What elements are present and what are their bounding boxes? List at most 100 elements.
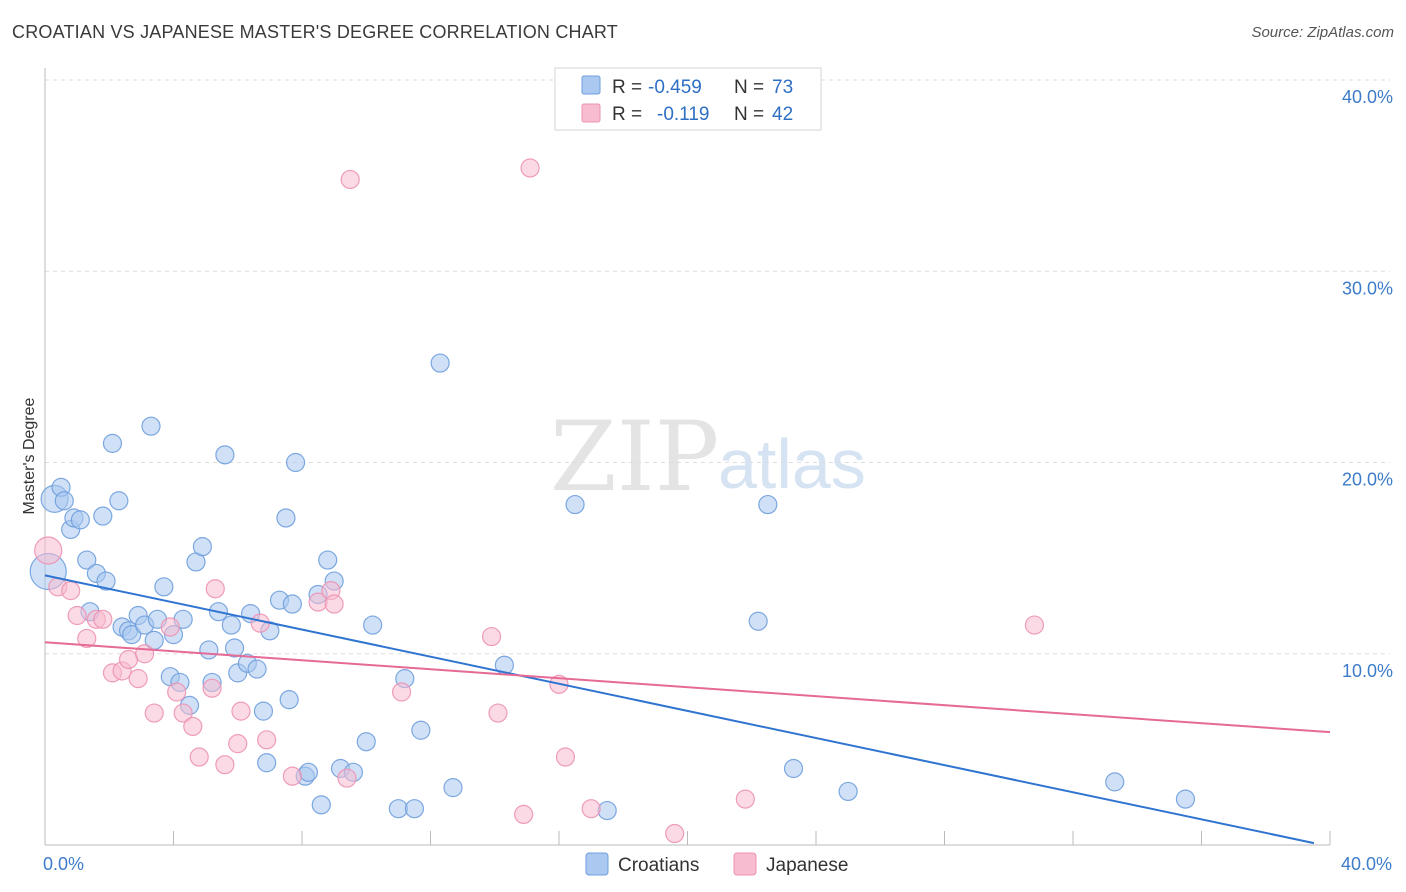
legend-swatch-japanese [581,103,601,123]
japanese-point [173,703,193,723]
croatians-point [443,778,463,798]
croatians-point [388,799,408,819]
croatians-point [221,615,241,635]
japanese-point [324,594,344,614]
x-tick-label-max: 40.0% [1341,854,1392,874]
japanese-point [228,734,248,754]
japanese-point [250,613,270,633]
croatians-point [215,445,235,465]
y-axis-label: Master's Degree [21,397,38,514]
croatians-trend-line [44,574,1315,845]
stats-legend: R = -0.459 N = 73 R = -0.119 N = 42 [554,67,822,131]
croatians-point [93,506,113,526]
croatians-point [838,781,858,802]
watermark-zip: ZIP [550,401,719,513]
croatians-point [102,433,123,453]
croatians-point [276,508,296,528]
japanese-point [93,609,113,629]
japanese-point [1024,615,1045,635]
japanese-point [67,605,87,626]
japanese-point [581,799,601,819]
croatians-point [282,594,302,614]
japanese-point [61,581,81,601]
tick-labels: 10.0% 20.0% 30.0% 40.0% 0.0% 40.0% [43,87,1393,874]
legend-n-label: N = [734,77,764,98]
croatians-point [224,638,245,658]
japanese-point [231,701,251,721]
japanese-point [282,766,302,786]
japanese-point [340,169,360,190]
croatians-point [404,799,425,819]
trend-lines [44,574,1331,845]
japanese-point [118,649,139,670]
japanese-point [488,703,508,723]
croatians-point [154,577,174,597]
croatians-point [122,625,142,645]
croatians-point [1175,789,1196,809]
legend-n-value: 73 [772,77,793,98]
croatians-point [247,659,267,679]
japanese-point [134,644,155,664]
y-tick-label: 20.0% [1342,470,1393,490]
croatians-point [411,720,431,740]
croatians-point [430,353,450,373]
source-label: Source: ZipAtlas.com [1251,24,1394,41]
legend-label-japanese: Japanese [766,855,848,876]
legend-n-label: N = [734,104,764,125]
croatians-point [279,690,299,710]
japanese-point [735,789,755,809]
legend-n-value: 42 [772,104,793,125]
japanese-point [514,804,534,825]
legend-r-value: -0.119 [657,104,709,125]
croatians-point [141,416,161,436]
japanese-point [34,536,63,565]
croatians-point [257,753,277,773]
croatians-point [565,494,585,515]
chart-title: CROATIAN VS JAPANESE MASTER'S DEGREE COR… [12,22,619,42]
legend-r-label: R = [612,77,642,98]
croatians-point [758,494,778,515]
japanese-point [202,678,222,698]
series-legend: Croatians Japanese [585,852,848,876]
croatians-point [192,537,213,557]
legend-swatch-croatians-bottom [585,852,609,876]
japanese-point [128,669,148,689]
y-tick-label: 10.0% [1342,661,1393,681]
japanese-point [337,768,357,788]
japanese-point [520,158,540,178]
croatians-point [311,795,331,815]
japanese-point [189,747,209,767]
croatians-point [253,701,274,721]
japanese-point [257,730,277,750]
croatians-point [54,491,74,511]
croatians-point [298,762,319,782]
japanese-point [215,755,235,775]
legend-r-label: R = [612,104,642,125]
croatians-point [597,800,617,821]
croatians-point [77,550,97,570]
japanese-point [167,682,187,702]
croatians-point [1105,772,1125,792]
legend-r-value: -0.459 [648,77,702,98]
legend-swatch-japanese-bottom [733,852,757,876]
japanese-point [144,703,164,723]
japanese-point [391,682,412,702]
croatians-point [748,611,768,631]
japanese-point [481,626,502,647]
japanese-trend-line [44,641,1331,734]
croatians-point [109,491,129,511]
y-tick-label: 30.0% [1342,278,1393,298]
japanese-point [77,628,97,649]
japanese-point [160,617,180,637]
watermark-atlas: atlas [718,425,866,503]
axes [44,68,1331,846]
data-points [29,158,1196,844]
legend-swatch-croatians [581,75,601,95]
croatians-point [318,550,338,570]
croatians-point [199,640,219,660]
croatians-point [783,758,804,779]
japanese-point [555,747,576,767]
croatians-point [363,615,383,635]
legend-label-croatians: Croatians [618,855,699,876]
